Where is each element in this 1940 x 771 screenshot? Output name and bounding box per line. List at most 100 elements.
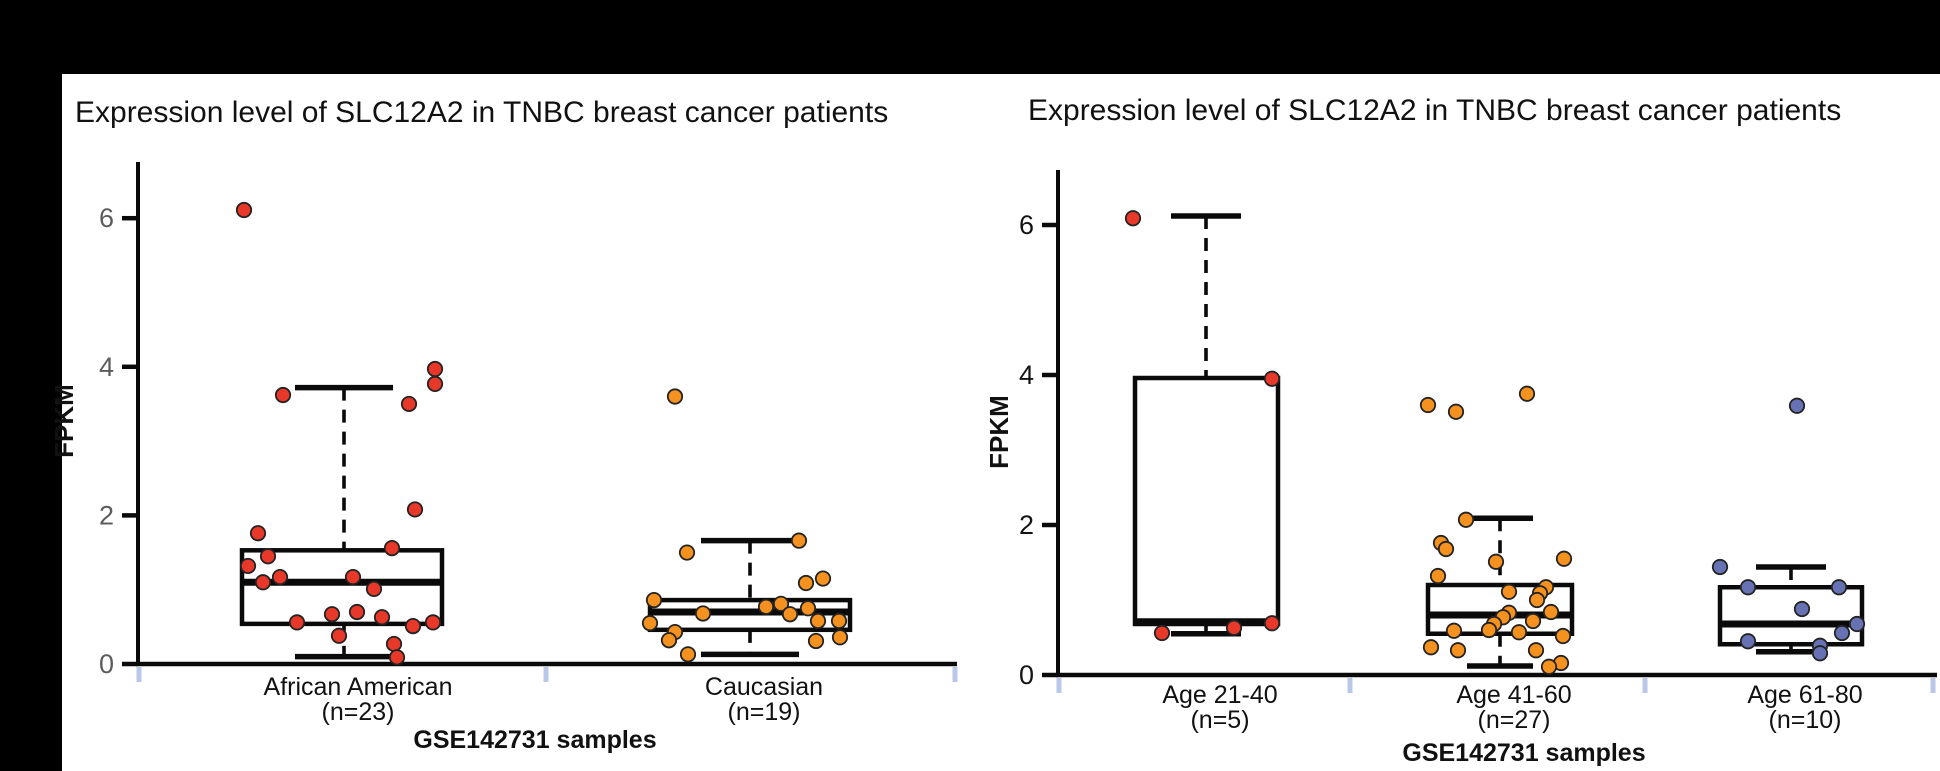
y-axis-title: FPKM [984,395,1014,469]
data-point [772,595,790,612]
data-point [388,649,406,666]
data-point [271,568,289,586]
data-point [288,614,306,631]
y-axis-title: FPKM [49,384,79,458]
data-point [831,629,849,646]
data-point [1788,397,1806,414]
data-point [1528,591,1546,609]
data-point [1437,540,1455,558]
x-axis-title: GSE142731 samples [413,726,656,754]
data-point [426,360,444,378]
data-point [1848,615,1866,633]
data-point [254,574,272,591]
data-point [1830,579,1848,596]
data-point [1153,624,1171,642]
data-point [1429,567,1447,585]
data-point [799,600,817,617]
data-point [1422,639,1440,656]
data-point [830,612,848,630]
data-point [1711,558,1729,576]
data-point [424,614,442,631]
data-point [807,632,825,650]
y-tick-label: 4 [1019,360,1034,390]
data-point [678,544,696,561]
data-point [274,386,292,404]
data-point [365,580,383,598]
group-label: African American [264,673,453,701]
data-point [400,395,418,413]
data-point [641,615,659,632]
data-point [781,606,799,623]
data-point [1225,619,1243,636]
y-tick-label: 2 [1019,510,1034,540]
data-point [330,627,348,644]
data-point [797,574,815,592]
data-point [809,612,827,630]
data-point [1263,370,1281,387]
data-point [1524,612,1542,630]
data-point [385,635,403,653]
data-point [259,548,277,565]
chart-title: Expression level of SLC12A2 in TNBC brea… [75,96,888,129]
data-point [1457,511,1475,528]
y-tick-label: 6 [1019,210,1034,240]
data-point [1487,553,1505,570]
y-tick-label: 6 [99,203,114,233]
group-label: Age 41-60 [1456,681,1571,709]
data-point [666,388,684,405]
data-point [1263,615,1281,632]
data-point [235,201,253,219]
y-tick-label: 0 [99,649,114,679]
y-tick-label: 2 [99,500,114,530]
data-point [1540,658,1558,675]
data-point [1449,642,1467,659]
data-point [1500,583,1518,600]
data-point [1124,210,1142,227]
data-point [645,592,663,609]
data-point [373,609,391,626]
data-point [1527,642,1545,659]
data-point [694,605,712,622]
data-point [660,632,678,649]
data-point [1793,600,1811,618]
data-point [344,568,362,586]
data-point [757,598,775,615]
data-point [1739,579,1757,596]
group-label: Age 61-80 [1747,681,1862,709]
boxplot-box [1132,375,1281,627]
data-point [1833,624,1851,642]
data-point [1811,645,1829,662]
data-point [1480,621,1498,639]
group-sublabel: (n=23) [322,698,395,726]
group-sublabel: (n=5) [1190,706,1249,734]
group-label: Caucasian [705,673,823,701]
data-point [1419,396,1437,414]
data-point [1447,403,1465,420]
data-point [1542,603,1560,621]
data-point [383,539,401,557]
data-point [1518,385,1536,402]
data-point [1510,624,1528,641]
group-label: Age 21-40 [1162,681,1277,709]
data-point [239,557,257,575]
data-point [1445,622,1463,639]
group-sublabel: (n=10) [1769,706,1842,734]
y-tick-label: 0 [1019,660,1034,690]
data-point [790,532,808,549]
data-point [679,646,697,663]
data-point [249,525,267,542]
group-sublabel: (n=19) [728,698,801,726]
group-sublabel: (n=27) [1478,706,1551,734]
data-point [323,606,341,623]
data-point [426,375,444,392]
data-point [1555,550,1573,567]
data-point [1554,627,1572,645]
x-axis-title: GSE142731 samples [1402,739,1645,767]
data-point [1739,633,1757,650]
data-point [348,603,366,621]
y-tick-label: 4 [99,352,114,382]
data-point [404,618,422,635]
data-point [406,501,424,518]
